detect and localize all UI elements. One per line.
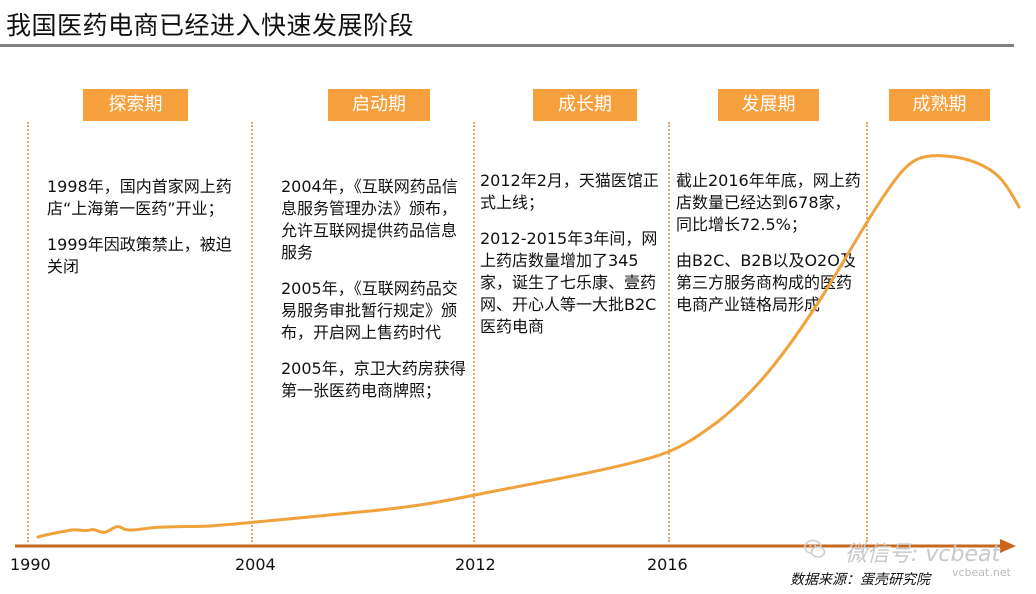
column-paragraph: 2012年2月，天猫医馆正式上线； (480, 171, 659, 212)
phase-divider (668, 122, 670, 542)
page-title: 我国医药电商已经进入快速发展阶段 (6, 11, 415, 40)
column-paragraph: 由B2C、B2B以及O2O及第三方服务商构成的医药电商产业链格局形成 (676, 251, 856, 314)
phase-label-startup: 启动期 (328, 89, 430, 121)
title-underline (0, 44, 1014, 47)
column-paragraph: 2005年，京卫大药房获得第一张医药电商牌照； (281, 359, 466, 400)
phase-label-development: 发展期 (718, 89, 819, 121)
column-paragraph: 1998年，国内首家网上药店“上海第一医药”开业； (47, 177, 232, 218)
column-paragraph: 2012-2015年3年间，网上药店数量增加了345家，诞生了七乐康、壹药网、开… (480, 229, 658, 336)
wechat-icon (804, 539, 826, 558)
column-development: 截止2016年年底，网上药店数量已经达到678家，同比增长72.5%； 由B2C… (676, 170, 862, 330)
data-source: 数据来源：蛋壳研究院 (790, 572, 930, 588)
axis-year-1990: 1990 (10, 555, 51, 574)
column-paragraph: 1999年因政策禁止，被迫关闭 (47, 235, 232, 276)
axis-year-2012: 2012 (455, 555, 496, 574)
wechat-watermark: 微信号: vcbeat (845, 542, 1001, 567)
phase-label-growth: 成长期 (533, 89, 637, 121)
watermark-domain: vcbeat.net (952, 566, 1011, 579)
phase-divider (866, 122, 868, 542)
phase-label-exploration: 探索期 (83, 89, 188, 121)
phase-divider (251, 122, 253, 542)
growth-curve (36, 154, 1021, 539)
phase-divider (27, 122, 29, 542)
phase-divider (473, 122, 475, 542)
axis-year-2016: 2016 (647, 555, 688, 574)
time-axis-arrow (1000, 539, 1016, 553)
phase-label-maturity: 成熟期 (889, 89, 990, 121)
column-startup: 2004年，《互联网药品信息服务管理办法》颁布，允许互联网提供药品信息服务 20… (281, 176, 467, 416)
column-paragraph: 截止2016年年底，网上药店数量已经达到678家，同比增长72.5%； (676, 171, 861, 234)
column-growth: 2012年2月，天猫医馆正式上线； 2012-2015年3年间，网上药店数量增加… (480, 170, 665, 352)
column-paragraph: 2005年，《互联网药品交易服务审批暂行规定》颁布，开启网上售药时代 (281, 279, 458, 342)
column-exploration: 1998年，国内首家网上药店“上海第一医药”开业； 1999年因政策禁止，被迫关… (47, 176, 232, 292)
axis-year-2004: 2004 (235, 555, 276, 574)
column-paragraph: 2004年，《互联网药品信息服务管理办法》颁布，允许互联网提供药品信息服务 (281, 177, 458, 262)
